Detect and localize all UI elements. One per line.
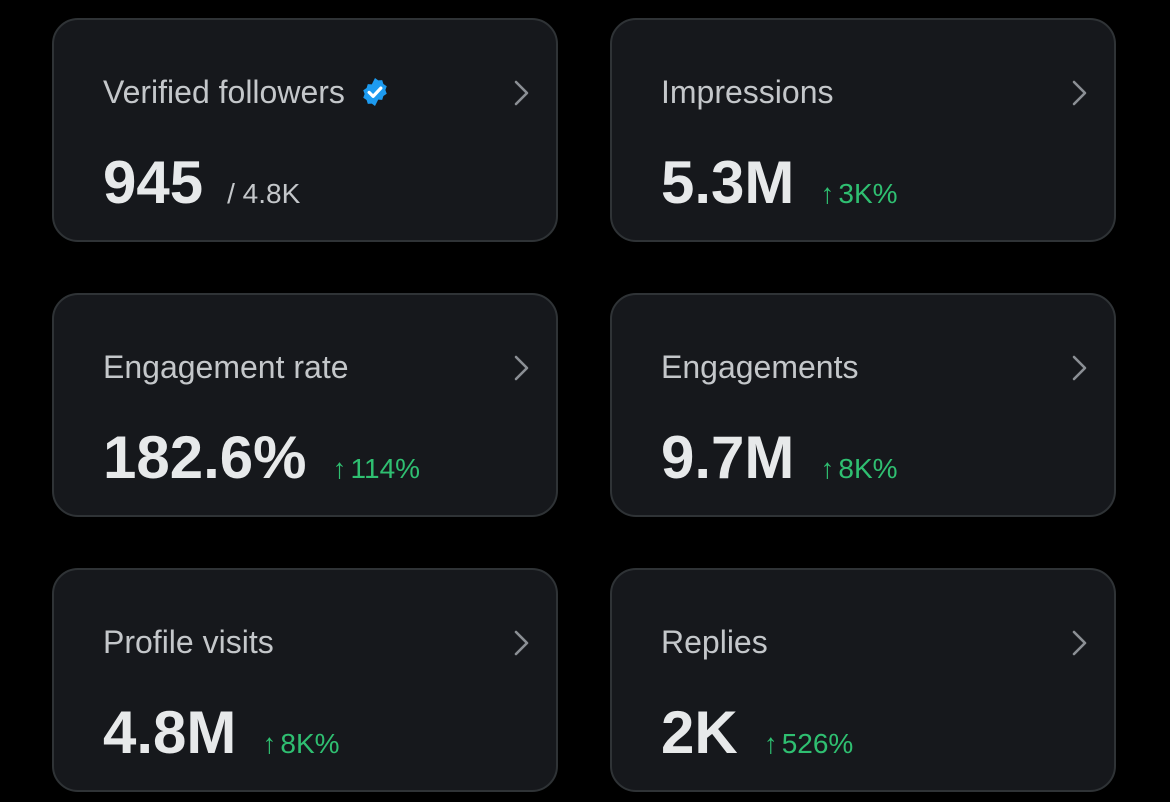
arrow-up-icon: ↑ xyxy=(262,728,277,759)
profile-visits-card[interactable]: Profile visits 4.8M ↑ 8K% xyxy=(52,568,558,792)
metric-delta: ↑ 8K% xyxy=(262,728,339,760)
metric-total: / 4.8K xyxy=(227,178,301,209)
metric-value-row: 182.6% ↑ 114% xyxy=(103,423,420,493)
metric-delta-value: 8K% xyxy=(838,453,898,484)
arrow-up-icon: ↑ xyxy=(763,728,778,759)
card-title-label: Verified followers xyxy=(103,74,345,110)
impressions-card[interactable]: Impressions 5.3M ↑ 3K% xyxy=(610,18,1116,242)
card-title: Replies xyxy=(661,622,768,662)
replies-card[interactable]: Replies 2K ↑ 526% xyxy=(610,568,1116,792)
metric-value: 2K xyxy=(661,699,738,766)
metric-value: 5.3M xyxy=(661,149,795,216)
chevron-right-icon[interactable] xyxy=(508,78,534,108)
metric-delta-value: 8K% xyxy=(280,728,340,759)
metric-value-row: 2K ↑ 526% xyxy=(661,698,853,768)
arrow-up-icon: ↑ xyxy=(820,178,835,209)
metric-delta-value: 114% xyxy=(350,453,421,484)
metric-value-row: 4.8M ↑ 8K% xyxy=(103,698,340,768)
metric-delta: ↑ 8K% xyxy=(820,453,897,485)
chevron-right-icon[interactable] xyxy=(1066,353,1092,383)
chevron-right-icon[interactable] xyxy=(508,628,534,658)
metric-value: 945 xyxy=(103,149,204,216)
card-title-label: Replies xyxy=(661,624,768,660)
metric-delta-value: 526% xyxy=(781,728,854,759)
metric-value: 9.7M xyxy=(661,424,795,491)
verified-followers-card[interactable]: Verified followers 945 / 4.8K xyxy=(52,18,558,242)
card-title: Engagements xyxy=(661,347,858,387)
card-title-label: Impressions xyxy=(661,74,834,110)
card-title: Engagement rate xyxy=(103,347,349,387)
verified-badge-icon xyxy=(363,78,387,106)
arrow-up-icon: ↑ xyxy=(332,453,347,484)
card-title: Profile visits xyxy=(103,622,274,662)
card-title-label: Profile visits xyxy=(103,624,274,660)
metric-value: 182.6% xyxy=(103,424,307,491)
card-title: Verified followers xyxy=(103,72,391,112)
metric-value-row: 5.3M ↑ 3K% xyxy=(661,148,898,218)
metric-delta-value: 3K% xyxy=(838,178,898,209)
metric-value: 4.8M xyxy=(103,699,237,766)
chevron-right-icon[interactable] xyxy=(1066,78,1092,108)
metric-value-row: 945 / 4.8K xyxy=(103,148,300,218)
chevron-right-icon[interactable] xyxy=(508,353,534,383)
card-title-label: Engagement rate xyxy=(103,349,349,385)
metric-delta: ↑ 114% xyxy=(333,453,421,485)
arrow-up-icon: ↑ xyxy=(820,453,835,484)
metric-delta: ↑ 3K% xyxy=(820,178,897,210)
engagements-card[interactable]: Engagements 9.7M ↑ 8K% xyxy=(610,293,1116,517)
metric-value-row: 9.7M ↑ 8K% xyxy=(661,423,898,493)
engagement-rate-card[interactable]: Engagement rate 182.6% ↑ 114% xyxy=(52,293,558,517)
card-title-label: Engagements xyxy=(661,349,859,385)
metric-delta: ↑ 526% xyxy=(764,728,854,760)
chevron-right-icon[interactable] xyxy=(1066,628,1092,658)
card-title: Impressions xyxy=(661,72,834,112)
